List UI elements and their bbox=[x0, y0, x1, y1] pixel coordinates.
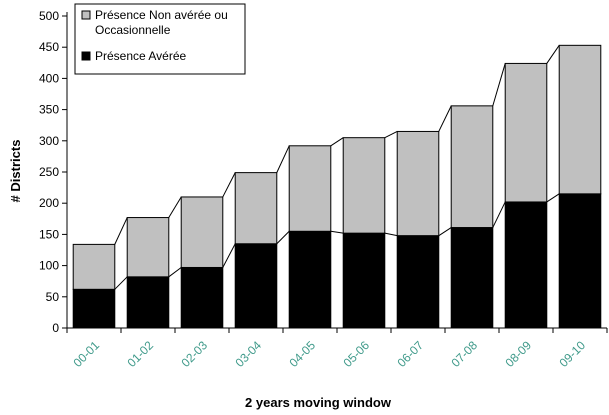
bar-segment-averee bbox=[234, 243, 278, 329]
bar-segment-non-averee bbox=[558, 44, 602, 195]
y-tick-label: 0 bbox=[52, 321, 59, 335]
y-tick-label: 300 bbox=[39, 134, 59, 148]
x-axis-ticks: 00-01 01-02 02-03 03-04 04-05 05-06 06-07 07-08… bbox=[66, 328, 608, 370]
x-tick-label: 02-03 bbox=[179, 338, 211, 370]
bar-segment-averee bbox=[396, 235, 440, 329]
x-tick-label: 05-06 bbox=[341, 338, 373, 370]
y-axis-title: # Districts bbox=[8, 140, 23, 203]
x-tick-label: 01-02 bbox=[125, 338, 157, 370]
bar-segment-averee bbox=[342, 232, 386, 329]
legend-swatch bbox=[81, 51, 91, 61]
y-tick-label: 450 bbox=[39, 40, 59, 54]
y-tick-label: 400 bbox=[39, 71, 59, 85]
series-connector-line bbox=[546, 45, 560, 64]
x-tick-label: 08-09 bbox=[503, 338, 535, 370]
y-tick-label: 50 bbox=[46, 290, 60, 304]
series-connector-line bbox=[276, 230, 290, 245]
series-connector-line bbox=[384, 130, 398, 139]
series-connector-line bbox=[114, 217, 128, 245]
bar-segment-non-averee bbox=[234, 172, 278, 245]
bars bbox=[72, 44, 602, 329]
bar-segment-non-averee bbox=[342, 137, 386, 234]
bar-segment-averee bbox=[504, 201, 548, 329]
bar-segment-averee bbox=[288, 230, 332, 329]
legend-swatch bbox=[81, 10, 91, 20]
x-tick-label: 06-07 bbox=[395, 338, 427, 370]
series-connector-line bbox=[114, 276, 128, 290]
series-connector-line bbox=[276, 145, 290, 173]
y-tick-label: 250 bbox=[39, 165, 59, 179]
series-connector-line bbox=[492, 63, 506, 106]
series-connector-line bbox=[438, 227, 452, 237]
bar-segment-non-averee bbox=[126, 217, 170, 278]
bar-segment-averee bbox=[450, 227, 494, 329]
series-connector-line bbox=[546, 193, 560, 203]
legend-label: Occasionnelle bbox=[95, 23, 171, 37]
bar-segment-non-averee bbox=[396, 130, 440, 237]
y-tick-label: 100 bbox=[39, 259, 59, 273]
legend-label: Présence Non avérée ou bbox=[95, 8, 228, 22]
series-connectors bbox=[114, 45, 560, 290]
bar-segment-non-averee bbox=[504, 62, 548, 203]
series-connector-line bbox=[492, 201, 506, 228]
series-connector-line bbox=[438, 105, 452, 132]
x-axis-title: 2 years moving window bbox=[245, 395, 392, 410]
series-connector-line bbox=[168, 267, 182, 278]
x-tick-label: 09-10 bbox=[557, 338, 589, 370]
bar-segment-averee bbox=[180, 266, 224, 329]
y-tick-label: 200 bbox=[39, 196, 59, 210]
x-tick-label: 03-04 bbox=[233, 338, 265, 370]
series-connector-line bbox=[222, 243, 236, 268]
bar-segment-non-averee bbox=[72, 243, 116, 290]
x-tick-label: 04-05 bbox=[287, 338, 319, 370]
bar-segment-averee bbox=[72, 288, 116, 329]
y-tick-label: 350 bbox=[39, 103, 59, 117]
bar-segment-averee bbox=[126, 276, 170, 329]
y-tick-label: 500 bbox=[39, 9, 59, 23]
series-connector-line bbox=[330, 137, 344, 147]
series-connector-line bbox=[168, 196, 182, 218]
bar-segment-averee bbox=[558, 193, 602, 329]
x-tick-label: 07-08 bbox=[449, 338, 481, 370]
bar-segment-non-averee bbox=[450, 105, 494, 229]
series-connector-line bbox=[330, 230, 344, 234]
bar-segment-non-averee bbox=[288, 145, 332, 232]
y-tick-label: 150 bbox=[39, 227, 59, 241]
legend-box bbox=[74, 3, 246, 75]
y-axis-ticks: 0 50 100 150 200 250 300 350 400 450 500 bbox=[39, 9, 67, 335]
legend-label: Présence Avérée bbox=[95, 49, 186, 63]
series-connector-line bbox=[384, 232, 398, 237]
x-tick-label: 00-01 bbox=[71, 338, 103, 370]
series-connector-line bbox=[222, 172, 236, 198]
bar-segment-non-averee bbox=[180, 196, 224, 268]
